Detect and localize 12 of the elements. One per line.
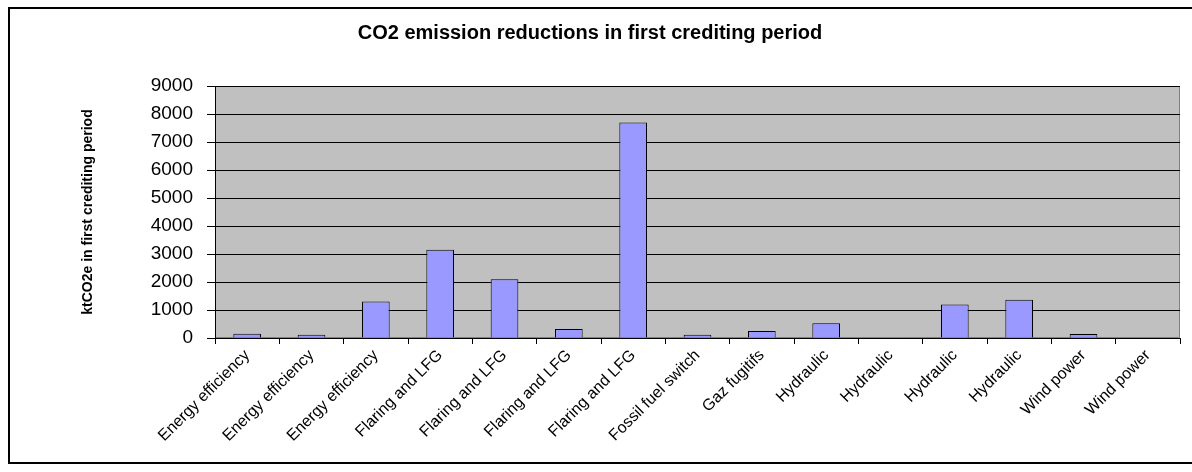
y-tick-label: 1000	[150, 298, 193, 320]
y-tick-label: 8000	[150, 102, 193, 124]
chart-title: CO2 emission reductions in first crediting period	[357, 20, 823, 43]
y-tick-label: 9000	[150, 74, 193, 96]
y-tick-label: 2000	[150, 270, 193, 292]
y-tick-label: 0	[182, 326, 193, 348]
y-tick-label: 5000	[150, 186, 193, 208]
y-tick-label: 6000	[150, 158, 193, 180]
y-tick-label: 4000	[150, 214, 193, 236]
y-tick-label: 7000	[150, 130, 193, 152]
y-tick-label: 3000	[150, 242, 193, 264]
y-axis-title: ktCO2e in first crediting period	[79, 109, 96, 315]
